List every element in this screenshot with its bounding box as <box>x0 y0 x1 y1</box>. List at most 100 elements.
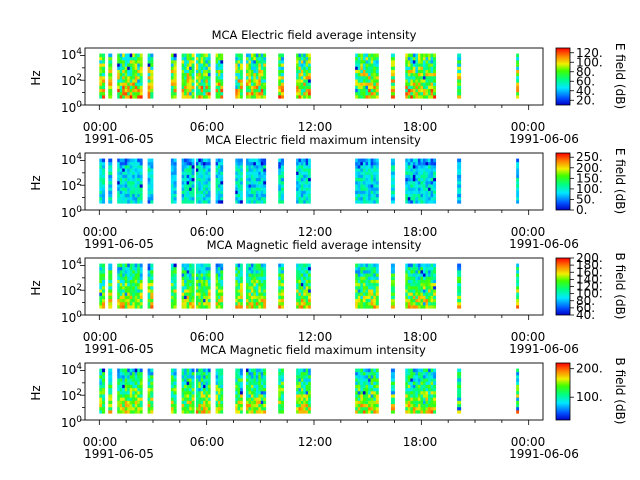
spectrogram-cell <box>410 301 414 306</box>
spectrogram-cell <box>139 72 143 77</box>
spectrogram-cell <box>217 384 221 389</box>
spectrogram-cell <box>263 184 267 188</box>
spectrogram-cell <box>117 298 121 303</box>
spectrogram-cell <box>360 63 364 67</box>
spectrogram-cell <box>390 171 395 175</box>
spectrogram-cell <box>124 63 128 67</box>
spectrogram-cell <box>186 158 190 163</box>
spectrogram-cell <box>365 88 369 93</box>
spectrogram-cell <box>303 282 307 287</box>
spectrogram-cell <box>99 403 103 408</box>
spectrogram-cell <box>240 387 243 392</box>
spectrogram-cell <box>203 298 206 303</box>
spectrogram-cell <box>308 276 311 280</box>
spectrogram-cell <box>235 161 239 166</box>
spectrogram-cell <box>217 295 221 300</box>
spectrogram-cell <box>237 168 241 172</box>
spectrogram-cell <box>102 282 106 287</box>
spectrogram-cell <box>255 292 259 296</box>
spectrogram-cell <box>433 387 437 392</box>
spectrogram-cell <box>360 184 364 188</box>
spectrogram-cell <box>417 295 421 300</box>
spectrogram-cell <box>248 292 252 296</box>
spectrogram-cell <box>390 196 395 201</box>
spectrogram-cell <box>205 88 209 93</box>
spectrogram-cell <box>417 390 421 395</box>
spectrogram-cell <box>255 85 259 90</box>
spectrogram-cell <box>280 91 284 96</box>
spectrogram-cell <box>362 200 366 204</box>
x-tick-label: 18:00 <box>403 435 438 449</box>
spectrogram-cell <box>298 72 302 77</box>
spectrogram-cell <box>357 59 361 64</box>
spectrogram-cell <box>428 381 431 385</box>
spectrogram-cell <box>127 187 131 191</box>
spectrogram-cell <box>420 56 424 61</box>
spectrogram-cell <box>300 91 304 96</box>
spectrogram-cell <box>457 263 462 268</box>
colorbar-tick-label: 0. <box>576 203 587 217</box>
spectrogram-cell <box>129 171 133 175</box>
spectrogram-cell <box>122 72 126 77</box>
spectrogram-cell <box>235 390 239 395</box>
spectrogram-cell <box>422 53 426 58</box>
spectrogram-cell <box>430 161 434 166</box>
spectrogram-cell <box>355 279 359 284</box>
spectrogram-cell <box>405 72 409 77</box>
spectrogram-cell <box>278 79 282 83</box>
spectrogram-cell <box>373 368 377 373</box>
spectrogram-cell <box>248 69 252 74</box>
spectrogram-cell <box>127 95 131 99</box>
spectrogram-cell <box>99 410 103 414</box>
spectrogram-cell <box>263 266 267 271</box>
spectrogram-cell <box>422 190 426 195</box>
spectrogram-cell <box>203 266 206 271</box>
spectrogram-cell <box>207 95 211 99</box>
spectrogram-cell <box>516 66 520 70</box>
spectrogram-cell <box>362 95 366 99</box>
spectrogram-cell <box>355 263 359 268</box>
spectrogram-cell <box>203 292 206 296</box>
spectrogram-cell <box>248 378 252 382</box>
spectrogram-cell <box>420 273 424 277</box>
spectrogram-cell <box>134 410 138 414</box>
spectrogram-cell <box>433 378 437 382</box>
spectrogram-cell <box>191 378 195 382</box>
spectrogram-cell <box>410 59 414 64</box>
spectrogram-cell <box>360 75 364 80</box>
x-tick-label: 00:00 <box>83 435 118 449</box>
spectrogram-cell <box>258 285 262 290</box>
spectrogram-cell <box>248 387 252 392</box>
spectrogram-cell <box>200 59 204 64</box>
spectrogram-cell <box>203 95 206 99</box>
spectrogram-cell <box>240 305 243 309</box>
spectrogram-cell <box>127 276 131 280</box>
spectrogram-cell <box>102 59 106 64</box>
spectrogram-cell <box>296 298 299 303</box>
y-tick-labels: 100 102 104 <box>61 257 82 325</box>
spectrogram-cell <box>137 266 141 271</box>
spectrogram-cell <box>184 164 188 169</box>
spectrogram-cell <box>134 82 138 86</box>
spectrogram-cell <box>417 187 421 191</box>
spectrogram-cell <box>217 53 221 58</box>
spectrogram-cell <box>420 193 424 198</box>
spectrogram-cell <box>132 193 136 198</box>
spectrogram-cell <box>191 171 195 175</box>
spectrogram-cell <box>108 387 113 392</box>
spectrogram-cell <box>255 378 259 382</box>
spectrogram-cell <box>184 381 188 385</box>
spectrogram-cell <box>139 66 143 70</box>
spectrogram-cell <box>373 59 377 64</box>
spectrogram-cell <box>124 171 128 175</box>
spectrogram-cell <box>181 394 185 398</box>
spectrogram-cell <box>102 292 106 296</box>
spectrogram-cell <box>181 368 185 373</box>
spectrogram-cell <box>108 56 113 61</box>
spectrogram-cell <box>457 88 462 93</box>
spectrogram-cell <box>250 91 254 96</box>
spectrogram-cell <box>250 397 254 401</box>
spectrogram-cell <box>298 273 302 277</box>
spectrogram-cell <box>191 72 195 77</box>
spectrogram-cell <box>280 53 284 58</box>
